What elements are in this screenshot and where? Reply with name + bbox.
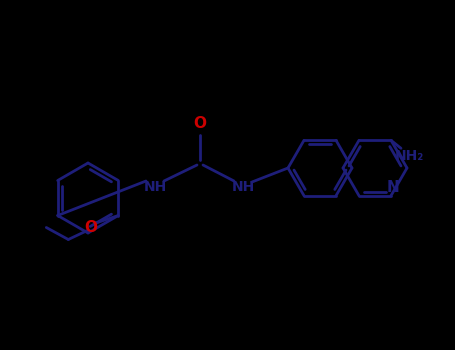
Text: NH: NH bbox=[143, 180, 167, 194]
Text: NH: NH bbox=[232, 180, 255, 194]
Text: O: O bbox=[193, 117, 207, 132]
Text: NH₂: NH₂ bbox=[394, 149, 424, 163]
Text: N: N bbox=[387, 180, 399, 195]
Text: O: O bbox=[84, 220, 97, 235]
